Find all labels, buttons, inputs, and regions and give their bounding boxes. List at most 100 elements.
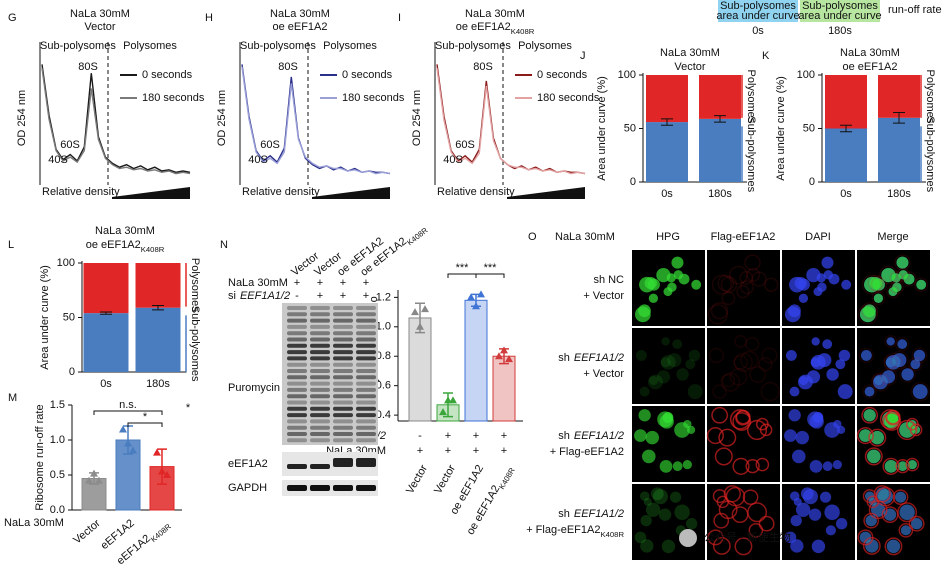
- cell: [903, 273, 915, 285]
- cell: [870, 502, 886, 517]
- cell: [723, 485, 741, 503]
- text-part: K408R: [600, 530, 624, 539]
- text-part: sh: [558, 430, 570, 442]
- panel-letter: N: [220, 239, 228, 251]
- cell: [734, 537, 753, 556]
- side-label: Polysomes: [924, 70, 936, 124]
- blot-band: [333, 318, 353, 323]
- cell: [910, 518, 923, 530]
- cell: [660, 354, 676, 370]
- cell: [678, 273, 690, 285]
- side-label: Polysomes: [189, 258, 201, 312]
- cell: [908, 419, 917, 429]
- cell: [870, 502, 886, 517]
- cell: [718, 428, 737, 447]
- cell: [758, 515, 775, 532]
- watermark: 公众号 · 新使生物: [704, 530, 791, 544]
- data-point: [411, 308, 419, 316]
- row-mark: +: [340, 277, 346, 289]
- blot-band: [333, 337, 353, 342]
- side-label: Sub-polysomes: [189, 306, 201, 382]
- cell: [735, 410, 751, 426]
- panel-letter: I: [398, 12, 401, 24]
- cell: [645, 430, 660, 445]
- row-mark: +: [501, 445, 507, 457]
- cell: [882, 457, 900, 475]
- cell: [894, 491, 907, 503]
- cell: [720, 372, 741, 392]
- blot-band: [356, 343, 376, 348]
- blot-band: [287, 485, 307, 491]
- region-label: Sub-polysomes: [435, 40, 511, 52]
- cell: [707, 304, 728, 325]
- blot-band: [310, 331, 330, 336]
- blot-band: [287, 413, 307, 418]
- data-point: [449, 396, 457, 404]
- data-point: [421, 305, 429, 313]
- error-bar: [152, 305, 164, 311]
- data-point: [163, 471, 171, 478]
- legend-text: 180 seconds: [537, 92, 600, 104]
- blot-band: [333, 324, 353, 329]
- blot-band: [356, 387, 376, 392]
- chart-title: Vector: [674, 61, 706, 73]
- y-tick-label: 1.2: [376, 291, 391, 303]
- error-bar: [157, 448, 167, 485]
- cell: [659, 459, 673, 473]
- text-part: + Flag-eEF1A2: [526, 524, 600, 536]
- legend-text: area under curve: [798, 10, 881, 22]
- blot-band: [310, 362, 330, 367]
- y-tick-label: 50: [803, 122, 815, 134]
- blot-band: [287, 425, 307, 430]
- legend-text: Sub-polysomes: [720, 0, 796, 12]
- blot-band: [310, 419, 330, 424]
- blot-band: [287, 464, 307, 469]
- data-point: [416, 322, 424, 330]
- y-tick-label: 1.0: [376, 321, 391, 333]
- blot-band: [287, 438, 307, 443]
- cell: [881, 370, 896, 384]
- text-part: oe eEF1A2: [456, 21, 511, 33]
- micrograph: [707, 406, 780, 482]
- cell: [755, 457, 770, 472]
- x-tick-label: Vector: [432, 463, 458, 496]
- cell: [736, 284, 750, 299]
- region-label: Polysomes: [518, 40, 572, 52]
- panel-letter: J: [580, 50, 586, 62]
- cell: [885, 410, 901, 426]
- blot-band: [287, 400, 307, 405]
- row-label: si EEF1A1/2: [228, 290, 290, 302]
- cell: [789, 386, 800, 397]
- cell: [760, 381, 780, 402]
- text-part: K408R: [497, 465, 517, 490]
- cell: [656, 370, 671, 384]
- legend-text: area under curve: [716, 10, 799, 22]
- cell: [708, 347, 725, 364]
- blot-band: [310, 413, 330, 418]
- blot-band: [287, 406, 307, 411]
- chart-title: oe eEF1A2K408R: [456, 21, 535, 36]
- data-point: [472, 302, 480, 310]
- blot-band: [333, 343, 353, 348]
- region-label: Sub-polysomes: [240, 40, 316, 52]
- y-axis-label: OD 254 nm: [411, 90, 423, 146]
- y-tick-label: 1.5: [50, 399, 65, 411]
- profile-line: [241, 66, 391, 175]
- cell: [877, 489, 894, 505]
- blot-band: [333, 312, 353, 317]
- blot-band: [333, 356, 353, 361]
- blot-band: [287, 312, 307, 317]
- cell: [913, 277, 929, 292]
- micrograph: [632, 328, 705, 404]
- cell: [758, 357, 773, 372]
- cell: [729, 368, 748, 386]
- blot-band: [310, 425, 330, 430]
- cell: [908, 357, 923, 372]
- panel-letter: O: [528, 231, 537, 243]
- side-label: Polysomes: [745, 70, 757, 124]
- blot-band: [287, 306, 307, 310]
- row-mark: +: [317, 290, 323, 302]
- row-label: NaLa 30mM: [228, 277, 288, 289]
- cell: [886, 337, 895, 346]
- cell: [885, 357, 896, 368]
